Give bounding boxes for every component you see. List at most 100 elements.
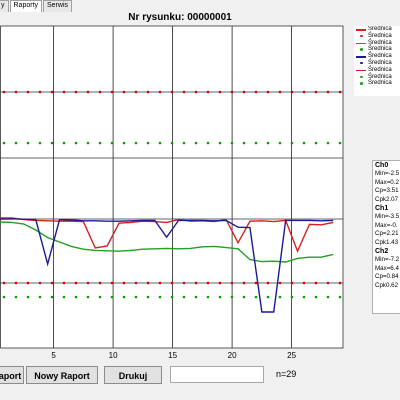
upper-dotted-red-dot [86, 90, 90, 94]
tab-partial[interactable]: y [0, 0, 9, 12]
upper-dotted-red-dot [146, 90, 150, 94]
legend-line-swatch [356, 69, 366, 72]
legend-item: Średnica [354, 60, 400, 67]
upper-dotted-green-dot [50, 141, 54, 145]
upper-dotted-red-dot [194, 90, 198, 94]
lower-dotted-red-dot [206, 281, 210, 285]
legend-item: Średnica [354, 33, 400, 40]
upper-dotted-red-dot [170, 90, 174, 94]
lower-dotted-green-dot [50, 295, 54, 299]
lower-dotted-green-dot [242, 295, 246, 299]
legend-item: Średnica [354, 26, 400, 33]
upper-dotted-red-dot [38, 90, 42, 94]
upper-dotted-green-dot [146, 141, 150, 145]
x-tick-label-25: 25 [287, 351, 296, 360]
upper-dotted-green-dot [182, 141, 186, 145]
stats-panel: Ch0 Min=-2.5 Max=0.2 Cp=3.51 Cpk2.07 Ch1 Min=-… [372, 160, 400, 314]
upper-dotted-green-dot [278, 141, 282, 145]
new-report-button[interactable]: Nowy Raport [26, 366, 98, 384]
legend-label: Średnica [368, 26, 392, 32]
lower-dotted-green-dot [86, 295, 90, 299]
channel-heading: Ch1 [375, 205, 389, 212]
lower-dotted-green-dot [302, 295, 306, 299]
lower-dotted-green-dot [326, 295, 330, 299]
lower-dotted-green-dot [314, 295, 318, 299]
upper-dotted-red-dot [62, 90, 66, 94]
upper-dotted-red-dot [230, 90, 234, 94]
stat-value: Cp=2.21 [375, 230, 399, 237]
upper-dotted-red-dot [290, 90, 294, 94]
stat-value: Min=-2.5 [375, 170, 400, 177]
legend-label: Średnica [368, 59, 392, 66]
lower-dotted-green-dot [290, 295, 294, 299]
upper-dotted-red-dot [74, 90, 78, 94]
plot-border [0, 25, 344, 349]
lower-dotted-green-dot [74, 295, 78, 299]
stat-value: Max=6.4 [375, 264, 399, 272]
lower-dotted-green-dot [266, 295, 270, 299]
lower-dotted-red-dot [158, 281, 162, 285]
legend-dot-swatch [360, 61, 363, 65]
lower-dotted-red-dot [242, 281, 246, 285]
lower-dotted-green-dot [182, 295, 186, 299]
upper-dotted-green-dot [218, 141, 222, 145]
raport-button[interactable]: aport [0, 366, 24, 384]
legend-dot-swatch [360, 75, 363, 79]
lower-dotted-green-dot [230, 295, 234, 299]
lower-dotted-red-dot [230, 281, 234, 285]
upper-dotted-green-dot [110, 141, 114, 145]
lower-dotted-red-dot [26, 281, 30, 285]
tab-serwis[interactable]: Serwis [43, 0, 73, 12]
lower-dotted-green-dot [62, 295, 66, 299]
legend-label: Średnica [368, 66, 392, 73]
legend-item: Średnica [354, 53, 400, 60]
chart-legend: Średnica Średnica Średnica Średnica Średnica… [354, 26, 400, 96]
upper-dotted-green-dot [302, 141, 306, 145]
upper-dotted-red-dot [134, 90, 138, 94]
lower-dotted-red-dot [86, 281, 90, 285]
upper-dotted-green-dot [158, 141, 162, 145]
lower-dotted-red-dot [302, 281, 306, 285]
upper-dotted-green-dot [314, 141, 318, 145]
report-input[interactable] [170, 366, 264, 383]
lower-dotted-red-dot [278, 281, 282, 285]
x-tick-label-10: 10 [109, 351, 118, 360]
upper-dotted-red-dot [50, 90, 54, 94]
lower-dotted-red-dot [110, 281, 114, 285]
legend-label: Średnica [368, 53, 392, 60]
x-tick-label-15: 15 [168, 351, 177, 360]
lower-dotted-green-dot [38, 295, 42, 299]
stat-value: Min=-3.5 [375, 213, 400, 220]
lower-dotted-green-dot [14, 295, 18, 299]
upper-dotted-green-dot [170, 141, 174, 145]
tab-raporty[interactable]: Raporty [9, 0, 43, 12]
lower-dotted-green-dot [206, 295, 210, 299]
upper-dotted-red-dot [218, 90, 222, 94]
lower-dotted-green-dot [158, 295, 162, 299]
upper-dotted-red-dot [2, 90, 6, 94]
lower-dotted-green-dot [146, 295, 150, 299]
lower-dotted-red-dot [194, 281, 198, 285]
lower-dotted-red-dot [218, 281, 222, 285]
lower-dotted-green-dot [338, 295, 342, 299]
x-tick-label-5: 5 [51, 351, 56, 360]
lower-dotted-green-dot [194, 295, 198, 299]
upper-dotted-green-dot [134, 141, 138, 145]
upper-dotted-red-dot [242, 90, 246, 94]
stat-value: Cp=3.51 [375, 187, 399, 194]
lower-dotted-green-dot [110, 295, 114, 299]
legend-item: Średnica [354, 40, 400, 47]
print-button[interactable]: Drukuj [104, 366, 162, 384]
stat-value: Cpk0.62 [375, 281, 399, 289]
legend-item: Średnica [354, 74, 400, 81]
lower-dotted-green-dot [98, 295, 102, 299]
lower-dotted-red-dot [2, 281, 6, 285]
lower-dotted-red-dot [290, 281, 294, 285]
upper-dotted-red-dot [326, 90, 330, 94]
upper-dotted-red-dot [158, 90, 162, 94]
legend-item: Średnica [354, 46, 400, 53]
upper-dotted-green-dot [254, 141, 258, 145]
legend-label: Średnica [368, 80, 392, 87]
stat-value: Max=0.2 [375, 178, 399, 186]
upper-dotted-red-dot [338, 90, 342, 94]
